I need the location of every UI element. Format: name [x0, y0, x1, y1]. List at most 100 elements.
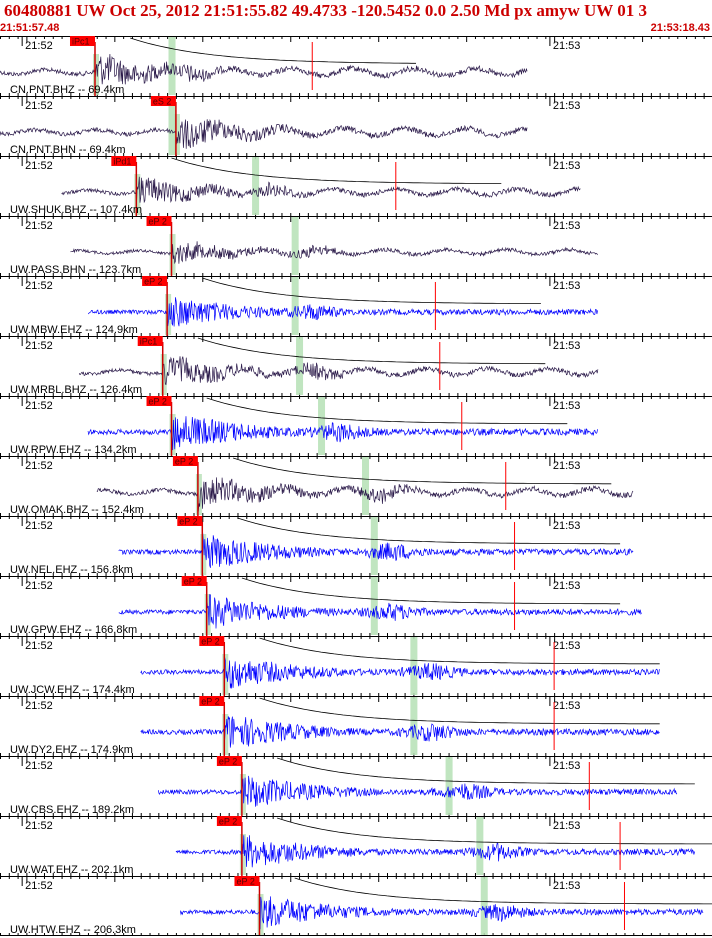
trace-row: 21:52 21:53 iPc1 CN.PNT.BHZ -- 69.4km [0, 36, 712, 96]
station-label: UW.OMAK.BHZ -- 152.4km [10, 504, 144, 516]
s-window [291, 217, 299, 275]
trace-row: 21:52 21:53 eP 2 UW.GPW.EHZ -- 166.8km [0, 576, 712, 636]
trace-row: 21:52 21:53 eP 2 UW.DY2.EHZ -- 174.9km [0, 696, 712, 756]
p-window [134, 174, 141, 215]
coda-curve [276, 757, 695, 785]
minute-label: 21:52 [25, 640, 53, 652]
minute-label: 21:53 [553, 520, 581, 532]
pick-label: iPd1 [113, 157, 131, 167]
station-label: UW.MBW.EHZ -- 124.9km [10, 324, 138, 336]
pick-box [177, 516, 203, 526]
s-window [370, 577, 378, 635]
station-label: UW.WAT.EHZ -- 202.1km [10, 864, 133, 876]
station-label: UW.GPW.EHZ -- 166.8km [10, 624, 137, 636]
minute-label: 21:52 [25, 580, 53, 592]
minute-label: 21:53 [553, 100, 581, 112]
p-window [239, 834, 246, 875]
waveform [78, 356, 599, 386]
s-window [480, 877, 488, 935]
waveform [0, 53, 528, 85]
trace-row: 21:52 21:53 iPd1 UW.SHUK.BHZ -- 107.4km [0, 156, 712, 216]
station-label: UW.DY2.EHZ -- 174.9km [10, 744, 133, 756]
coda-curve [202, 277, 541, 304]
coda-curve [130, 37, 416, 64]
minute-label: 21:52 [25, 280, 53, 292]
trace-row: 21:52 21:53 iPc1 UW.MRBL.BHZ -- 126.4km [0, 336, 712, 396]
pick-label: eP 2 [149, 397, 167, 407]
waveform [70, 241, 598, 265]
pick-box [137, 336, 163, 346]
trace-row: 21:52 21:53 eP 2 UW.OMAK.BHZ -- 152.4km [0, 456, 712, 516]
trace-row: 21:52 21:53 eP 2 UW.PASS.BHN -- 123.7km [0, 216, 712, 276]
coda-curve [294, 877, 712, 905]
waveform [140, 716, 660, 748]
pick-label: eS 2 [153, 97, 172, 107]
coda-curve [197, 337, 546, 365]
p-window [222, 654, 229, 695]
window-end-time: 21:53:18.43 [650, 22, 710, 34]
coda-curve [206, 397, 568, 425]
minute-label: 21:53 [553, 220, 581, 232]
station-label: UW.SHUK.BHZ -- 107.4km [10, 204, 142, 216]
trace-row: 21:52 21:53 eP 2 UW.CBS.EHZ -- 189.2km [0, 756, 712, 816]
minute-label: 21:53 [553, 40, 581, 52]
minute-label: 21:53 [553, 820, 581, 832]
minute-label: 21:52 [25, 40, 53, 52]
coda-curve [241, 577, 621, 605]
minute-label: 21:52 [25, 760, 53, 772]
pick-box [199, 696, 225, 706]
waveform [157, 775, 678, 807]
waveform [61, 176, 581, 205]
trace-row: 21:52 21:53 eS 2 CN.PNT.BHN -- 69.4km [0, 96, 712, 156]
pick-label: eP 2 [175, 457, 193, 467]
minute-label: 21:52 [25, 160, 53, 172]
p-window [92, 54, 99, 95]
minute-label: 21:52 [25, 340, 53, 352]
p-window [165, 294, 172, 335]
coda-curve [237, 517, 621, 545]
record-header: 60480881 UW Oct 25, 2012 21:51:55.82 49.… [0, 0, 712, 36]
minute-label: 21:52 [25, 880, 53, 892]
minute-label: 21:52 [25, 460, 53, 472]
pick-box [199, 636, 225, 646]
pick-box [142, 276, 168, 286]
s-window [410, 697, 418, 755]
pick-label: eP 2 [201, 637, 219, 647]
coda-curve [171, 157, 502, 184]
window-start-time: 21:51:57.48 [0, 22, 60, 34]
pick-label: eP 2 [201, 697, 219, 707]
s-window [296, 337, 304, 395]
minute-label: 21:53 [553, 340, 581, 352]
waveform [175, 835, 695, 868]
waveform [118, 532, 634, 568]
pick-box [150, 96, 176, 106]
pick-box [69, 36, 95, 46]
s-window [445, 757, 453, 815]
waveform [140, 657, 660, 689]
station-label: UW.NEL.EHZ -- 156.8km [10, 564, 133, 576]
pick-box [146, 396, 172, 406]
station-label: UW.HTW.EHZ -- 206.3km [10, 924, 136, 936]
trace-row: 21:52 21:53 eP 2 UW.HTW.EHZ -- 206.3km [0, 876, 712, 936]
station-label: UW.PASS.BHN -- 123.7km [10, 264, 141, 276]
waveform [179, 896, 704, 930]
minute-label: 21:52 [25, 520, 53, 532]
pick-label: eP 2 [144, 277, 162, 287]
pick-label: eP 2 [219, 817, 237, 827]
minute-label: 21:52 [25, 220, 53, 232]
minute-label: 21:53 [553, 160, 581, 172]
minute-label: 21:53 [553, 280, 581, 292]
minute-label: 21:52 [25, 400, 53, 412]
coda-curve [259, 697, 660, 725]
trace-row: 21:52 21:53 eP 2 UW.MBW.EHZ -- 124.9km [0, 276, 712, 336]
minute-label: 21:53 [553, 700, 581, 712]
s-window [410, 637, 418, 695]
p-window [200, 534, 207, 575]
s-window [252, 157, 260, 215]
s-window [362, 457, 370, 515]
minute-label: 21:52 [25, 700, 53, 712]
waveform [87, 416, 598, 451]
coda-curve [259, 637, 660, 665]
waveform [96, 477, 634, 512]
